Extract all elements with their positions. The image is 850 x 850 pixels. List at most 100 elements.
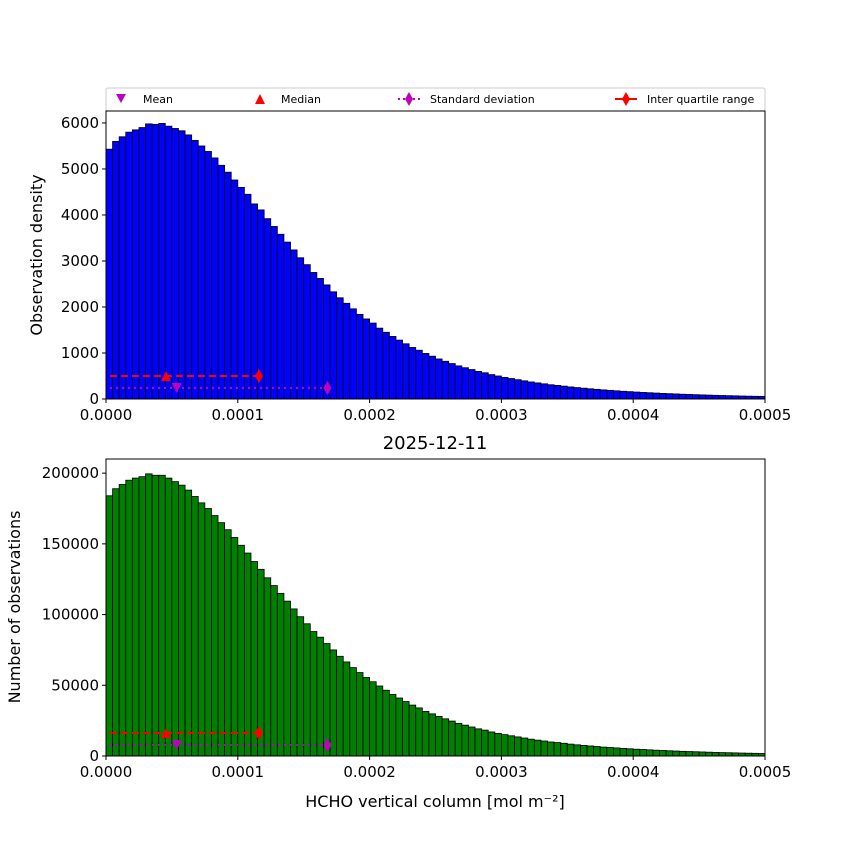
histogram-bar: [533, 382, 542, 400]
histogram-bar: [309, 631, 318, 757]
histogram-bar: [698, 751, 707, 757]
histogram-bar: [402, 343, 410, 400]
histogram-bar: [290, 608, 298, 757]
histogram-bar: [678, 750, 687, 757]
histogram-bar: [665, 393, 674, 400]
histogram-bar: [309, 272, 318, 400]
histogram-bar: [408, 347, 417, 400]
histogram-bar: [158, 123, 166, 400]
legend-mean: Mean: [143, 93, 173, 106]
histogram-bar: [692, 751, 700, 757]
histogram-bar: [237, 186, 245, 400]
histogram-bar: [349, 308, 357, 400]
histogram-bar: [606, 389, 614, 400]
iqr-legend-icon: [622, 92, 630, 106]
histogram-bar: [692, 394, 700, 400]
histogram-bar: [211, 515, 219, 757]
histogram-bar: [500, 734, 509, 757]
bottom-chart-title: 2025-12-11: [383, 433, 488, 454]
histogram-bar: [626, 748, 634, 757]
histogram-bar: [507, 735, 515, 757]
histogram-bar: [639, 392, 647, 400]
histogram-bar: [270, 226, 278, 400]
histogram-bar: [645, 749, 654, 757]
histogram-bar: [263, 218, 272, 400]
histogram-bar: [204, 508, 212, 757]
histogram-bar: [164, 125, 173, 400]
histogram-bar: [375, 685, 384, 757]
histogram-bar: [342, 661, 351, 757]
histogram-bar: [659, 750, 667, 757]
histogram-bar: [659, 392, 667, 400]
histogram-bar: [408, 704, 417, 757]
std-marker: [323, 380, 332, 395]
histogram-bar: [698, 394, 707, 400]
histogram-bar: [441, 360, 450, 400]
std-legend-icon: [405, 92, 413, 106]
histogram-bar: [283, 600, 291, 757]
x-axis-label: HCHO vertical column [mol m⁻²]: [305, 792, 564, 811]
x-tick-label: 0.0005: [739, 406, 792, 424]
y-tick-label: 0: [89, 747, 99, 765]
x-tick-label: 0.0001: [212, 406, 265, 424]
histogram-bar: [652, 392, 660, 400]
histogram-bar: [296, 616, 305, 757]
histogram-bar: [145, 123, 153, 400]
histogram-bar: [316, 278, 324, 400]
histogram-bar: [131, 477, 140, 757]
x-tick-label: 0.0001: [212, 763, 265, 781]
histogram-bar: [613, 747, 621, 757]
histogram-bar: [527, 738, 535, 757]
axes-frame: [105, 110, 766, 400]
histogram-bar: [705, 751, 713, 757]
histogram-bar: [461, 724, 469, 757]
histogram-bar: [118, 136, 127, 400]
histogram-bar: [151, 474, 160, 757]
axes-frame: [105, 458, 766, 757]
y-tick-label: 3000: [61, 252, 99, 270]
histogram-bar: [118, 484, 127, 757]
histogram-bar: [514, 379, 522, 400]
x-tick-label: 0.0000: [80, 763, 133, 781]
histogram-bar: [224, 529, 232, 757]
median-marker: [160, 727, 171, 738]
histogram-bar: [619, 390, 628, 400]
histogram-bar: [230, 537, 239, 757]
histogram-bar: [250, 203, 258, 400]
histogram-bar: [303, 264, 311, 400]
histogram-bar: [665, 750, 674, 757]
histogram-bar: [481, 729, 489, 757]
iqr-marker: [254, 368, 263, 383]
histogram-bar: [197, 502, 206, 757]
bottom-histogram: 0.0000 0.0001 0.0002 0.0003 0.0004 0.0005 0 500…: [42, 458, 791, 781]
histogram-bar: [362, 677, 371, 757]
histogram-bar: [685, 751, 693, 757]
histogram-bar: [105, 148, 113, 400]
histogram-bar: [718, 752, 726, 757]
y-tick-label: 200000: [42, 464, 99, 482]
histogram-bar: [224, 171, 232, 400]
mean-marker: [171, 382, 182, 393]
x-tick-label: 0.0004: [607, 763, 660, 781]
histogram-bar: [435, 358, 443, 400]
histogram-bar: [356, 672, 364, 757]
histogram-bar: [138, 476, 146, 757]
histogram-bar: [441, 718, 450, 757]
histogram-bar: [388, 336, 397, 400]
histogram-bar: [705, 394, 713, 400]
histogram-bar: [211, 157, 219, 400]
median-marker: [160, 370, 171, 381]
histogram-bar: [481, 372, 489, 400]
histogram-bar: [296, 257, 305, 400]
histogram-bar: [356, 313, 364, 400]
histogram-bar: [599, 746, 608, 757]
x-tick-label: 0.0002: [343, 406, 396, 424]
histogram-bar: [178, 484, 186, 757]
histogram-bar: [435, 716, 443, 757]
histogram-bar: [547, 384, 555, 400]
histogram-bar: [599, 389, 608, 400]
histogram-bar: [421, 353, 430, 400]
histogram-bar: [243, 193, 252, 400]
histogram-bar: [316, 636, 324, 757]
histogram-bar: [270, 585, 278, 757]
